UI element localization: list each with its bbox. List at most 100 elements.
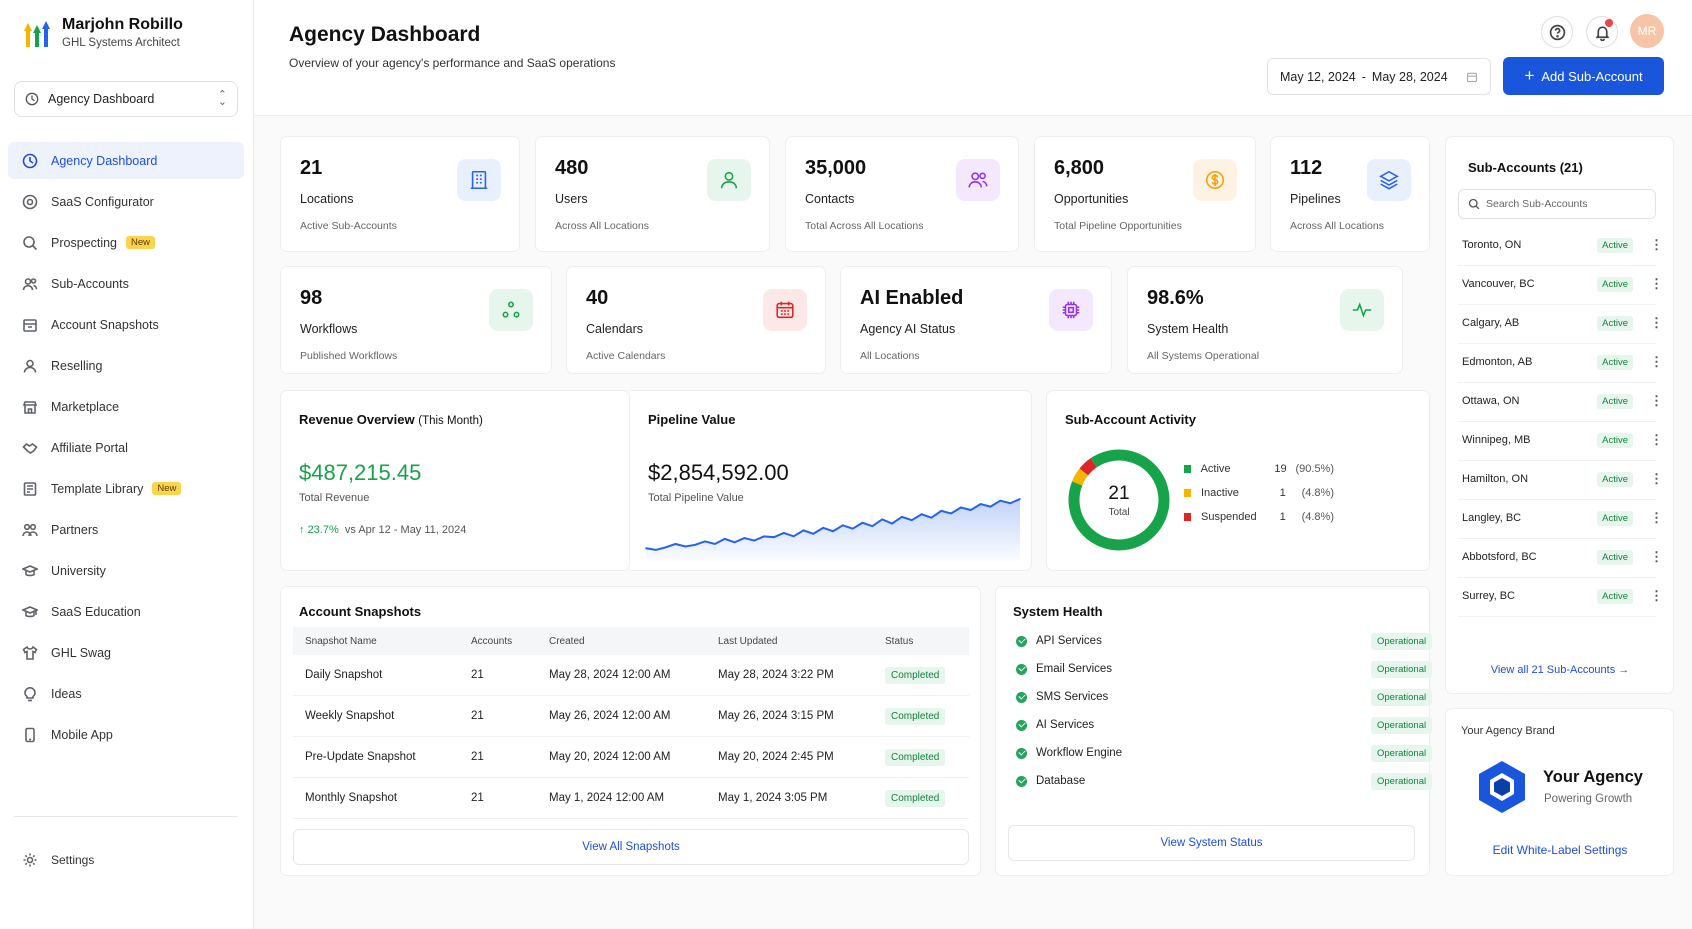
help-button[interactable] xyxy=(1541,16,1573,48)
calendar-icon xyxy=(1466,72,1478,82)
more-vertical-icon[interactable]: ⋮ xyxy=(1650,549,1663,564)
sidebar-item-template-library[interactable]: Template Library New xyxy=(8,470,244,507)
settings-link[interactable]: Settings xyxy=(22,852,94,868)
revenue-label: Total Revenue xyxy=(299,492,370,504)
sidebar-item-saas-configurator[interactable]: SaaS Configurator xyxy=(8,183,244,220)
revenue-card: Revenue Overview (This Month) $487,215.4… xyxy=(280,390,630,571)
more-vertical-icon[interactable]: ⋮ xyxy=(1650,315,1663,330)
sub-account-name: Edmonton, AB xyxy=(1462,356,1533,368)
more-vertical-icon[interactable]: ⋮ xyxy=(1650,393,1663,408)
pipeline-point xyxy=(664,546,667,549)
pipeline-point xyxy=(832,530,834,533)
more-vertical-icon[interactable]: ⋮ xyxy=(1650,276,1663,291)
pipeline-point xyxy=(891,522,893,525)
table-row[interactable]: Weekly Snapshot 21 May 26, 2024 12:00 AM Ma… xyxy=(293,696,969,737)
sub-account-row[interactable]: Edmonton, AB Active ⋮ xyxy=(1458,342,1663,383)
sidebar-item-university[interactable]: University xyxy=(8,552,244,589)
sidebar-item-account-snapshots[interactable]: Account Snapshots xyxy=(8,306,244,343)
status-badge: Operational xyxy=(1371,772,1433,790)
sub-account-row[interactable]: Toronto, ON Active ⋮ xyxy=(1458,225,1663,266)
more-vertical-icon[interactable]: ⋮ xyxy=(1650,510,1663,525)
activity-donut xyxy=(1068,449,1170,551)
sidebar-item-affiliate-portal[interactable]: Affiliate Portal xyxy=(8,429,244,466)
arrow-right-icon: → xyxy=(1618,664,1630,676)
column-header: Snapshot Name xyxy=(305,635,377,647)
brand-heading: Your Agency Brand xyxy=(1461,725,1555,737)
stat-sub: All Systems Operational xyxy=(1147,350,1260,362)
status-badge: Operational xyxy=(1371,744,1433,762)
table-cell: Pre-Update Snapshot xyxy=(305,751,416,763)
profile[interactable]: Marjohn Robillo GHL Systems Architect xyxy=(24,16,183,49)
table-row[interactable]: Pre-Update Snapshot 21 May 20, 2024 12:00 … xyxy=(293,737,969,778)
pipeline-point xyxy=(674,543,677,545)
sidebar-item-prospecting[interactable]: Prospecting New xyxy=(8,224,244,261)
sidebar-item-partners[interactable]: Partners xyxy=(8,511,244,548)
status-badge: Operational xyxy=(1371,632,1433,650)
sub-account-row[interactable]: Vancouver, BC Active ⋮ xyxy=(1458,264,1663,305)
edit-white-label-link[interactable]: Edit White-Label Settings xyxy=(1492,843,1628,857)
snapshots-table: Snapshot Name Accounts Created Last Updated… xyxy=(293,627,969,819)
view-system-status-button[interactable]: View System Status xyxy=(1008,825,1415,861)
sub-account-name: Calgary, AB xyxy=(1462,317,1520,329)
legend-item: Inactive 1 (4.8%) xyxy=(1184,487,1334,499)
stat-card-opportunities: 6,800 Opportunities Total Pipeline Opportu… xyxy=(1034,136,1256,252)
pipeline-point xyxy=(714,543,716,545)
status-badge: Active xyxy=(1597,315,1633,331)
more-vertical-icon[interactable]: ⋮ xyxy=(1650,237,1663,252)
status-badge: Completed xyxy=(885,749,946,766)
view-all-snapshots-button[interactable]: View All Snapshots xyxy=(293,829,969,865)
sub-account-name: Winnipeg, MB xyxy=(1462,434,1531,446)
sidebar-item-agency-dashboard[interactable]: Agency Dashboard xyxy=(8,142,244,179)
workflow-icon xyxy=(489,289,533,331)
more-vertical-icon[interactable]: ⋮ xyxy=(1650,354,1663,369)
pipeline-point xyxy=(960,506,962,509)
sub-account-row[interactable]: Langley, BC Active ⋮ xyxy=(1458,498,1663,539)
pipeline-point xyxy=(930,516,933,519)
sidebar-item-reselling[interactable]: Reselling xyxy=(8,347,244,384)
sidebar-item-label: Ideas xyxy=(51,686,82,701)
sidebar-item-sub-accounts[interactable]: Sub-Accounts xyxy=(8,265,244,302)
chevron-updown-icon: ⌃ ⌄ xyxy=(217,89,227,108)
more-vertical-icon[interactable]: ⋮ xyxy=(1650,588,1663,603)
sub-accounts-search[interactable]: Search Sub-Accounts xyxy=(1458,189,1656,219)
settings-cog-icon xyxy=(22,194,38,209)
sub-account-row[interactable]: Ottawa, ON Active ⋮ xyxy=(1458,381,1663,422)
table-row[interactable]: Monthly Snapshot 21 May 1, 2024 12:00 AM Ma… xyxy=(293,778,969,819)
dollar-icon xyxy=(1193,159,1237,201)
sub-account-row[interactable]: Surrey, BC Active ⋮ xyxy=(1458,576,1663,617)
stat-value: 112 xyxy=(1290,157,1323,179)
sidebar-item-saas-education[interactable]: SaaS Education xyxy=(8,593,244,630)
sidebar-item-ghl-swag[interactable]: GHL Swag xyxy=(8,634,244,671)
pipeline-label: Total Pipeline Value xyxy=(648,492,744,504)
view-all-sub-accounts-link[interactable]: View all 21 Sub-Accounts → xyxy=(1490,664,1630,676)
stat-sub: Across All Locations xyxy=(555,220,649,232)
sub-account-row[interactable]: Winnipeg, MB Active ⋮ xyxy=(1458,420,1663,461)
sidebar-item-ideas[interactable]: Ideas xyxy=(8,675,244,712)
more-vertical-icon[interactable]: ⋮ xyxy=(1650,432,1663,447)
dashboard-icon xyxy=(22,153,38,168)
date-range-picker[interactable]: May 12, 2024 - May 28, 2024 xyxy=(1267,58,1491,95)
table-cell: May 26, 2024 3:15 PM xyxy=(718,710,834,722)
add-sub-account-button[interactable]: + Add Sub-Account xyxy=(1503,57,1664,95)
avatar[interactable]: MR xyxy=(1630,14,1664,48)
location-select[interactable]: Agency Dashboard ⌃ ⌄ xyxy=(14,81,238,117)
calendar-icon xyxy=(763,289,807,331)
sidebar-item-mobile-app[interactable]: Mobile App xyxy=(8,716,244,753)
archive-icon xyxy=(23,318,37,332)
sub-account-row[interactable]: Abbotsford, BC Active ⋮ xyxy=(1458,537,1663,578)
more-vertical-icon[interactable]: ⋮ xyxy=(1650,471,1663,486)
search-icon xyxy=(1468,198,1480,210)
sub-account-row[interactable]: Calgary, AB Active ⋮ xyxy=(1458,303,1663,344)
status-badge: Operational xyxy=(1371,716,1433,734)
sub-account-name: Vancouver, BC xyxy=(1462,278,1535,290)
stat-card-calendars: 40 Calendars Active Calendars xyxy=(566,266,826,374)
health-item: API Services Operational xyxy=(1016,632,1436,650)
notifications-button[interactable] xyxy=(1586,16,1618,48)
sub-account-row[interactable]: Hamilton, ON Active ⋮ xyxy=(1458,459,1663,500)
sidebar-nav: Agency Dashboard SaaS Configurator Prospec… xyxy=(8,142,244,757)
column-header: Accounts xyxy=(471,635,513,647)
sidebar-item-marketplace[interactable]: Marketplace xyxy=(8,388,244,425)
column-header: Created xyxy=(549,635,585,647)
bell-icon xyxy=(1595,25,1609,41)
table-row[interactable]: Daily Snapshot 21 May 28, 2024 12:00 AM May… xyxy=(293,655,969,696)
